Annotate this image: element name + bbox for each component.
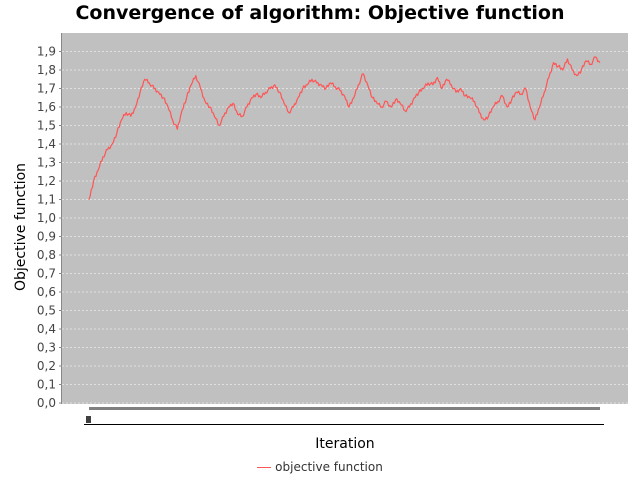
- y-tick-label: 0,9: [37, 230, 56, 244]
- legend: objective function: [0, 460, 640, 474]
- y-tick-label: 0,4: [37, 322, 56, 336]
- plot-area: [62, 33, 628, 404]
- y-tick-label: 0,2: [37, 359, 56, 373]
- y-tick-label: 1,6: [37, 100, 56, 114]
- y-tick-label: 0,0: [37, 396, 56, 410]
- y-tick-label: 1,1: [37, 193, 56, 207]
- legend-label: objective function: [275, 460, 383, 474]
- legend-swatch-objective-function: [257, 467, 272, 468]
- y-tick-label: 1,4: [37, 137, 56, 151]
- y-tick-label: 0,3: [37, 341, 56, 355]
- y-tick-label: 1,3: [37, 156, 56, 170]
- y-tick-label: 0,8: [37, 248, 56, 262]
- y-tick-label: 1,9: [37, 45, 56, 59]
- y-tick-label: 1,0: [37, 211, 56, 225]
- series-line-objective-function: [88, 56, 601, 200]
- y-tick-label: 0,7: [37, 267, 56, 281]
- y-tick-label: 1,7: [37, 82, 56, 96]
- y-tick-label: 0,1: [37, 378, 56, 392]
- y-tick-label: 0,5: [37, 304, 56, 318]
- x-axis-label: Iteration: [315, 436, 374, 452]
- y-tick-label: 1,8: [37, 63, 56, 77]
- y-tick-label: 0,6: [37, 285, 56, 299]
- y-tick-label: 1,2: [37, 174, 56, 188]
- y-tick-label: 1,5: [37, 119, 56, 133]
- y-axis-ticks: 0,0 0,1 0,2 0,3 0,4 0,5 0,6 0,7 0,8 0,9 1,0 1,1 1,2 1…: [37, 45, 62, 410]
- x-axis-tick-marker: [86, 416, 91, 423]
- y-axis-label: Objective function: [13, 163, 29, 291]
- chart-title: Convergence of algorithm: Objective func…: [75, 2, 565, 24]
